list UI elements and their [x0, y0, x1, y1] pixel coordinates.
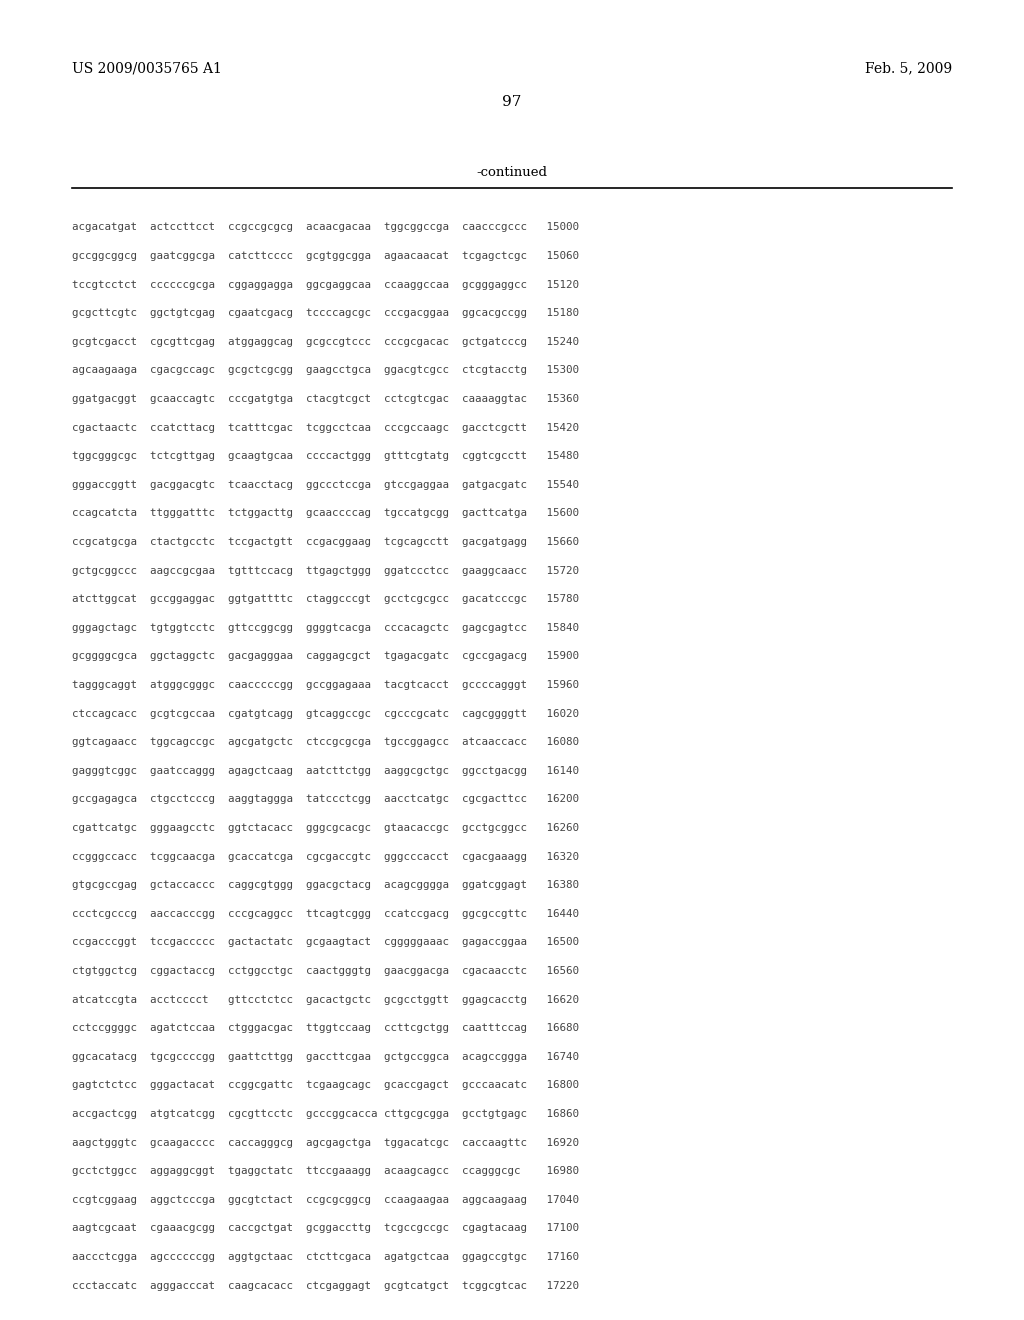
Text: gctgcggccc  aagccgcgaa  tgtttccacg  ttgagctggg  ggatccctcc  gaaggcaacc   15720: gctgcggccc aagccgcgaa tgtttccacg ttgagct… [72, 565, 579, 576]
Text: ctccagcacc  gcgtcgccaa  cgatgtcagg  gtcaggccgc  cgcccgcatc  cagcggggtt   16020: ctccagcacc gcgtcgccaa cgatgtcagg gtcaggc… [72, 709, 579, 718]
Text: tccgtcctct  ccccccgcga  cggaggagga  ggcgaggcaa  ccaaggccaa  gcgggaggcc   15120: tccgtcctct ccccccgcga cggaggagga ggcgagg… [72, 280, 579, 289]
Text: ccagcatcta  ttgggatttc  tctggacttg  gcaaccccag  tgccatgcgg  gacttcatga   15600: ccagcatcta ttgggatttc tctggacttg gcaaccc… [72, 508, 579, 519]
Text: ggtcagaacc  tggcagccgc  agcgatgctc  ctccgcgcga  tgccggagcc  atcaaccacc   16080: ggtcagaacc tggcagccgc agcgatgctc ctccgcg… [72, 737, 579, 747]
Text: gtgcgccgag  gctaccaccc  caggcgtggg  ggacgctacg  acagcgggga  ggatcggagt   16380: gtgcgccgag gctaccaccc caggcgtggg ggacgct… [72, 880, 579, 890]
Text: gcgtcgacct  cgcgttcgag  atggaggcag  gcgccgtccc  cccgcgacac  gctgatcccg   15240: gcgtcgacct cgcgttcgag atggaggcag gcgccgt… [72, 337, 579, 347]
Text: atcatccgta  acctcccct   gttcctctcc  gacactgctc  gcgcctggtt  ggagcacctg   16620: atcatccgta acctcccct gttcctctcc gacactgc… [72, 995, 579, 1005]
Text: -continued: -continued [476, 165, 548, 178]
Text: gagggtcggc  gaatccaggg  agagctcaag  aatcttctgg  aaggcgctgc  ggcctgacgg   16140: gagggtcggc gaatccaggg agagctcaag aatcttc… [72, 766, 579, 776]
Text: gggaccggtt  gacggacgtc  tcaacctacg  ggccctccga  gtccgaggaa  gatgacgatc   15540: gggaccggtt gacggacgtc tcaacctacg ggccctc… [72, 479, 579, 490]
Text: atcttggcat  gccggaggac  ggtgattttc  ctaggcccgt  gcctcgcgcc  gacatcccgc   15780: atcttggcat gccggaggac ggtgattttc ctaggcc… [72, 594, 579, 605]
Text: acgacatgat  actccttcct  ccgccgcgcg  acaacgacaa  tggcggccga  caacccgccc   15000: acgacatgat actccttcct ccgccgcgcg acaacga… [72, 222, 579, 232]
Text: gcgcttcgtc  ggctgtcgag  cgaatcgacg  tccccagcgc  cccgacggaa  ggcacgccgg   15180: gcgcttcgtc ggctgtcgag cgaatcgacg tccccag… [72, 308, 579, 318]
Text: ccgacccggt  tccgaccccc  gactactatc  gcgaagtact  cgggggaaac  gagaccggaa   16500: ccgacccggt tccgaccccc gactactatc gcgaagt… [72, 937, 579, 948]
Text: 97: 97 [503, 95, 521, 110]
Text: gccggcggcg  gaatcggcga  catcttcccc  gcgtggcgga  agaacaacat  tcgagctcgc   15060: gccggcggcg gaatcggcga catcttcccc gcgtggc… [72, 251, 579, 261]
Text: aagtcgcaat  cgaaacgcgg  caccgctgat  gcggaccttg  tcgccgccgc  cgagtacaag   17100: aagtcgcaat cgaaacgcgg caccgctgat gcggacc… [72, 1224, 579, 1233]
Text: US 2009/0035765 A1: US 2009/0035765 A1 [72, 61, 222, 75]
Text: gggagctagc  tgtggtcctc  gttccggcgg  ggggtcacga  cccacagctc  gagcgagtcc   15840: gggagctagc tgtggtcctc gttccggcgg ggggtca… [72, 623, 579, 632]
Text: agcaagaaga  cgacgccagc  gcgctcgcgg  gaagcctgca  ggacgtcgcc  ctcgtacctg   15300: agcaagaaga cgacgccagc gcgctcgcgg gaagcct… [72, 366, 579, 375]
Text: ccctcgcccg  aaccacccgg  cccgcaggcc  ttcagtcggg  ccatccgacg  ggcgccgttc   16440: ccctcgcccg aaccacccgg cccgcaggcc ttcagtc… [72, 909, 579, 919]
Text: ccgcatgcga  ctactgcctc  tccgactgtt  ccgacggaag  tcgcagcctt  gacgatgagg   15660: ccgcatgcga ctactgcctc tccgactgtt ccgacgg… [72, 537, 579, 546]
Text: ccgtcggaag  aggctcccga  ggcgtctact  ccgcgcggcg  ccaagaagaa  aggcaagaag   17040: ccgtcggaag aggctcccga ggcgtctact ccgcgcg… [72, 1195, 579, 1205]
Text: ggcacatacg  tgcgccccgg  gaattcttgg  gaccttcgaa  gctgccggca  acagccggga   16740: ggcacatacg tgcgccccgg gaattcttgg gaccttc… [72, 1052, 579, 1061]
Text: Feb. 5, 2009: Feb. 5, 2009 [865, 61, 952, 75]
Text: ggatgacggt  gcaaccagtc  cccgatgtga  ctacgtcgct  cctcgtcgac  caaaaggtac   15360: ggatgacggt gcaaccagtc cccgatgtga ctacgtc… [72, 393, 579, 404]
Text: gcctctggcc  aggaggcggt  tgaggctatc  ttccgaaagg  acaagcagcc  ccagggcgc    16980: gcctctggcc aggaggcggt tgaggctatc ttccgaa… [72, 1167, 579, 1176]
Text: accgactcgg  atgtcatcgg  cgcgttcctc  gcccggcacca cttgcgcgga  gcctgtgagc   16860: accgactcgg atgtcatcgg cgcgttcctc gcccggc… [72, 1109, 579, 1119]
Text: cctccggggc  agatctccaa  ctgggacgac  ttggtccaag  ccttcgctgg  caatttccag   16680: cctccggggc agatctccaa ctgggacgac ttggtcc… [72, 1023, 579, 1034]
Text: aagctgggtc  gcaagacccc  caccagggcg  agcgagctga  tggacatcgc  caccaagttc   16920: aagctgggtc gcaagacccc caccagggcg agcgagc… [72, 1138, 579, 1147]
Text: gagtctctcc  gggactacat  ccggcgattc  tcgaagcagc  gcaccgagct  gcccaacatc   16800: gagtctctcc gggactacat ccggcgattc tcgaagc… [72, 1081, 579, 1090]
Text: gcggggcgca  ggctaggctc  gacgagggaa  caggagcgct  tgagacgatc  cgccgagacg   15900: gcggggcgca ggctaggctc gacgagggaa caggagc… [72, 651, 579, 661]
Text: ccgggccacc  tcggcaacga  gcaccatcga  cgcgaccgtc  gggcccacct  cgacgaaagg   16320: ccgggccacc tcggcaacga gcaccatcga cgcgacc… [72, 851, 579, 862]
Text: tagggcaggt  atgggcgggc  caacccccgg  gccggagaaa  tacgtcacct  gccccagggt   15960: tagggcaggt atgggcgggc caacccccgg gccggag… [72, 680, 579, 690]
Text: cgactaactc  ccatcttacg  tcatttcgac  tcggcctcaa  cccgccaagc  gacctcgctt   15420: cgactaactc ccatcttacg tcatttcgac tcggcct… [72, 422, 579, 433]
Text: ccctaccatc  agggacccat  caagcacacc  ctcgaggagt  gcgtcatgct  tcggcgtcac   17220: ccctaccatc agggacccat caagcacacc ctcgagg… [72, 1280, 579, 1291]
Text: gccgagagca  ctgcctcccg  aaggtaggga  tatccctcgg  aacctcatgc  cgcgacttcc   16200: gccgagagca ctgcctcccg aaggtaggga tatccct… [72, 795, 579, 804]
Text: ctgtggctcg  cggactaccg  cctggcctgc  caactgggtg  gaacggacga  cgacaacctc   16560: ctgtggctcg cggactaccg cctggcctgc caactgg… [72, 966, 579, 975]
Text: cgattcatgc  gggaagcctc  ggtctacacc  gggcgcacgc  gtaacaccgc  gcctgcggcc   16260: cgattcatgc gggaagcctc ggtctacacc gggcgca… [72, 822, 579, 833]
Text: tggcgggcgc  tctcgttgag  gcaagtgcaa  ccccactggg  gtttcgtatg  cggtcgcctt   15480: tggcgggcgc tctcgttgag gcaagtgcaa ccccact… [72, 451, 579, 461]
Text: aaccctcgga  agccccccgg  aggtgctaac  ctcttcgaca  agatgctcaa  ggagccgtgc   17160: aaccctcgga agccccccgg aggtgctaac ctcttcg… [72, 1253, 579, 1262]
